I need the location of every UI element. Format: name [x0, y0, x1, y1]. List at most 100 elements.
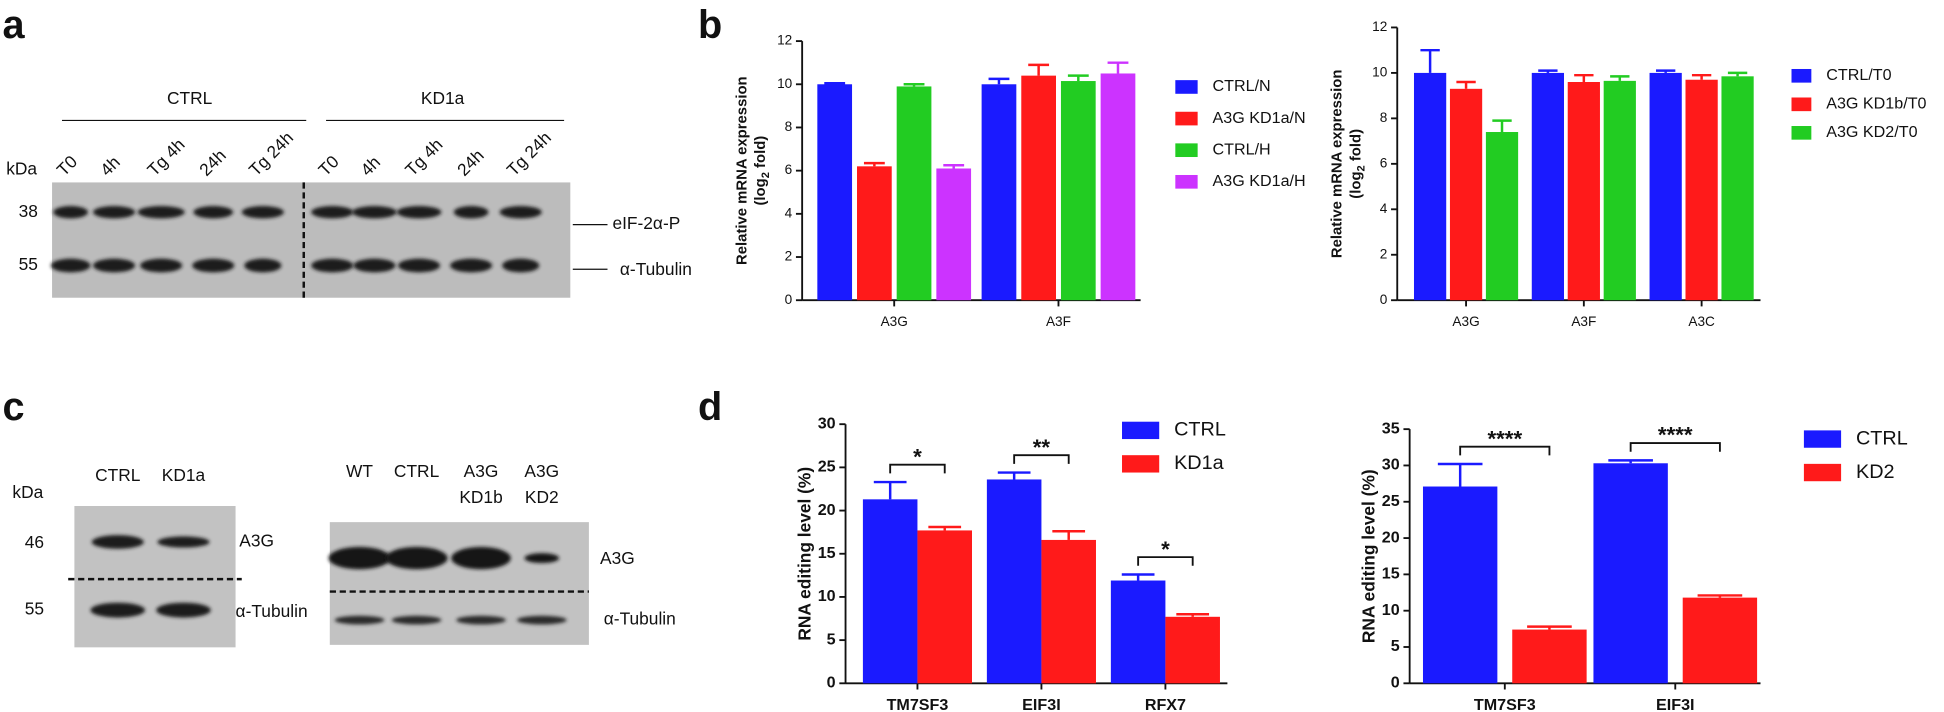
- significance-label: **: [1033, 435, 1051, 460]
- y-tick-label: 5: [1391, 637, 1400, 655]
- bar: [1485, 132, 1519, 301]
- error-bar: [1176, 612, 1210, 617]
- unit-part: fold): [753, 136, 769, 172]
- y-axis-unit: (log2 fold): [1348, 129, 1367, 199]
- y-tick-label: 10: [1372, 65, 1388, 80]
- y-tick-label: 35: [1382, 419, 1400, 437]
- bar: [1100, 73, 1136, 301]
- band: [352, 205, 397, 219]
- x-tick-label: A3F: [1046, 314, 1071, 329]
- bar: [981, 84, 1017, 301]
- kda-label: kDa: [6, 159, 37, 179]
- band: [450, 258, 493, 273]
- lane-label: Tg 24h: [503, 127, 555, 179]
- y-tick-label: 0: [827, 674, 836, 692]
- legend-label: KD1a: [1174, 452, 1225, 474]
- legend-label: KD2: [1856, 461, 1895, 483]
- y-tick-label: 10: [777, 76, 793, 91]
- band: [397, 258, 441, 273]
- lane-label: WT: [346, 461, 373, 481]
- y-axis-title: Relative mRNA expression: [1330, 70, 1346, 259]
- x-tick-label: TM7SF3: [1474, 696, 1536, 712]
- y-axis-title: Relative mRNA expression: [735, 76, 751, 265]
- error-bar: [1121, 573, 1155, 581]
- bar: [862, 499, 918, 684]
- lane-label: 24h: [453, 145, 488, 180]
- legend-label: A3G KD1a/H: [1213, 172, 1306, 190]
- bar: [1041, 539, 1096, 684]
- band: [92, 258, 136, 273]
- lane-label: KD2: [525, 487, 559, 507]
- legend-swatch: [1175, 80, 1198, 94]
- error-bar: [1527, 625, 1572, 630]
- group-label: KD1a: [421, 88, 465, 108]
- error-bar: [1574, 73, 1594, 83]
- bar: [817, 84, 853, 301]
- band: [524, 553, 560, 564]
- legend-label: CTRL/N: [1213, 77, 1271, 95]
- significance-bracket: [889, 463, 946, 474]
- x-tick-label: A3C: [1688, 314, 1715, 329]
- legend-swatch: [1791, 68, 1812, 83]
- bar: [1685, 79, 1718, 301]
- band: [192, 258, 235, 273]
- x-tick-label: A3G: [881, 314, 908, 329]
- lane-label: KD1b: [459, 487, 502, 507]
- bar: [1531, 72, 1565, 301]
- bar: [917, 530, 972, 684]
- bar: [1413, 72, 1447, 301]
- kda-label: kDa: [12, 482, 43, 502]
- band-label: α-Tubulin: [604, 609, 676, 629]
- significance-bracket: [1013, 454, 1070, 464]
- y-tick-label: 0: [1380, 292, 1388, 307]
- error-bar: [1028, 63, 1050, 76]
- legend-swatch: [1791, 126, 1812, 140]
- error-bar: [1456, 80, 1476, 89]
- legend-swatch: [1803, 463, 1842, 482]
- significance-label: ****: [1487, 426, 1522, 451]
- bar: [1649, 72, 1682, 301]
- y-tick-label: 20: [1382, 528, 1400, 546]
- band: [456, 615, 506, 625]
- x-tick-label: RFX7: [1145, 696, 1186, 712]
- bar: [986, 479, 1042, 684]
- error-bar: [1538, 69, 1558, 73]
- marker-label: 55: [25, 599, 44, 619]
- lane-label: T0: [314, 151, 342, 179]
- band: [157, 536, 210, 548]
- y-tick-label: 8: [785, 119, 793, 134]
- unit-part: fold): [1348, 129, 1364, 165]
- band: [516, 615, 567, 625]
- panel-label: b: [698, 3, 722, 47]
- legend-label: A3G KD1b/T0: [1826, 95, 1926, 113]
- band: [311, 205, 354, 219]
- legend-swatch: [1791, 97, 1812, 112]
- y-tick-label: 0: [1391, 674, 1400, 692]
- legend-swatch: [1175, 143, 1198, 158]
- band: [396, 205, 442, 219]
- lane-label: CTRL: [95, 465, 141, 485]
- band: [137, 205, 185, 219]
- marker-label: 55: [19, 254, 38, 274]
- bar: [857, 166, 892, 301]
- lane-label: 24h: [195, 145, 230, 180]
- y-tick-label: 12: [777, 33, 792, 48]
- band: [385, 546, 448, 570]
- error-bar: [1610, 75, 1630, 81]
- unit-part: (log: [1348, 171, 1364, 198]
- blot-image: [74, 506, 236, 648]
- y-tick-label: 10: [818, 587, 836, 605]
- significance-bracket: [1629, 442, 1721, 452]
- legend-swatch: [1122, 421, 1160, 440]
- error-bar: [824, 81, 846, 85]
- band: [140, 258, 183, 273]
- band: [502, 258, 540, 273]
- bar: [1165, 616, 1220, 684]
- y-tick-label: 15: [1382, 565, 1400, 583]
- error-bar: [988, 77, 1010, 85]
- band: [241, 205, 284, 219]
- error-bar: [1655, 69, 1676, 73]
- y-axis-title: RNA editing level (%): [794, 467, 814, 641]
- band: [391, 615, 442, 625]
- legend-label: CTRL: [1856, 427, 1908, 449]
